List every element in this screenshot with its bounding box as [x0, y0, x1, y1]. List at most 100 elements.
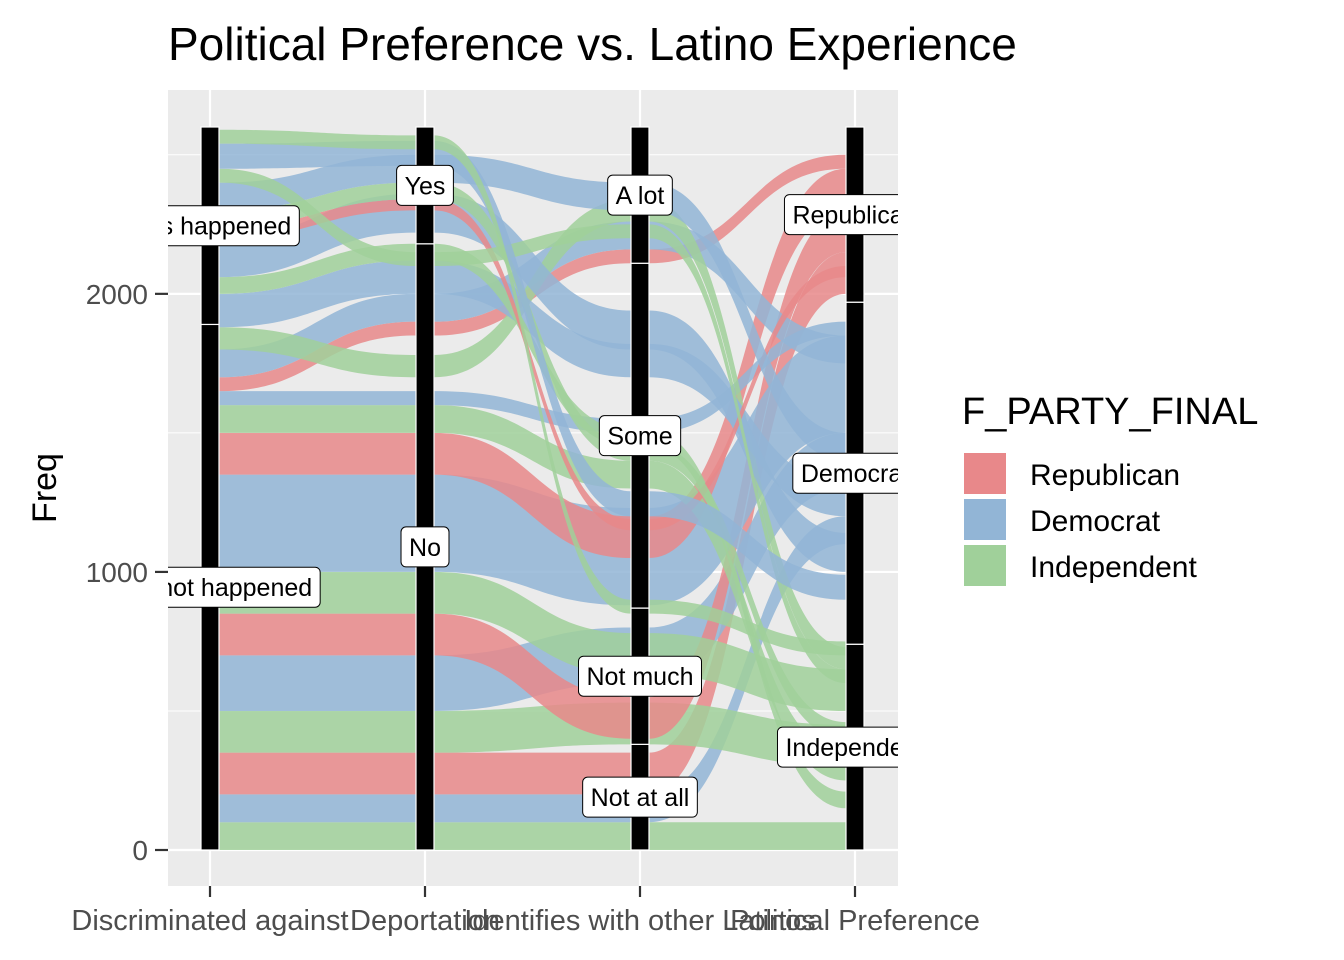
alluvium-segment	[649, 266, 846, 531]
stratum-label-box	[400, 526, 450, 568]
alluvium-segment	[434, 474, 631, 606]
stratum-label: Some	[598, 415, 682, 457]
alluvium-segment	[219, 822, 416, 850]
legend-label: Democrat	[1030, 505, 1161, 538]
alluvium-segment	[219, 794, 416, 823]
legend: F_PARTY_FINAL Republican Democrat Independ…	[962, 391, 1258, 586]
alluvium-segment	[219, 613, 416, 656]
alluvium-segment	[219, 710, 416, 753]
alluvium-segment	[434, 752, 631, 795]
alluvium-segment	[219, 432, 416, 475]
stratum-label: Has happened	[129, 205, 300, 247]
alluvium-segment	[649, 491, 846, 600]
stratum-label: Independent	[776, 726, 924, 768]
alluvium-segment	[434, 135, 631, 614]
x-tick-label: Discriminated against	[71, 905, 348, 937]
y-axis-label: Freq	[26, 453, 64, 523]
stratum-label-text: Independent	[785, 734, 924, 762]
alluvium-segment	[219, 405, 416, 433]
stratum-label-text: Republican	[792, 202, 917, 230]
stratum-label: Not much	[578, 655, 702, 697]
stratum-label-box	[607, 174, 673, 216]
stratum-label-text: Has happened	[129, 213, 292, 241]
alluvium-segment	[219, 752, 416, 795]
alluvium-segment	[434, 140, 631, 517]
legend-label: Republican	[1030, 459, 1180, 492]
stratum-label-text: Yes	[405, 172, 446, 200]
alluvium-segment	[219, 293, 416, 378]
alluvium-segment	[219, 260, 416, 328]
alluvium-segment	[434, 224, 631, 267]
x-tick-label: Identifies with other Latinos	[464, 905, 815, 937]
stratum-label-box	[168, 205, 300, 247]
alluvium-segment	[219, 391, 416, 406]
alluvium-segment	[649, 310, 846, 572]
stratum-label-text: Has not happened	[108, 574, 312, 602]
alluvium-segment	[649, 154, 846, 264]
alluvium-segment	[649, 430, 846, 809]
stratum-label-box	[396, 164, 454, 206]
y-tick-label: 0	[132, 835, 148, 866]
alluvium-segment	[649, 182, 846, 461]
stratum-label-box	[598, 415, 682, 457]
stratum-label-group: Has not happened Has happened No Yes Not at …	[108, 164, 924, 818]
alluvia	[219, 129, 846, 850]
alluvium-segment	[434, 794, 631, 823]
alluvium-segment	[434, 199, 631, 531]
legend-title: F_PARTY_FINAL	[962, 391, 1258, 433]
stratum-label-box	[582, 776, 698, 818]
alluvium-segment	[434, 243, 631, 447]
x-tick-label: Deportation	[350, 905, 500, 937]
chart-title: Political Preference vs. Latino Experien…	[168, 18, 1017, 70]
stratum-label: Has not happened	[108, 566, 321, 608]
alluvium-segment	[219, 129, 416, 150]
legend-label: Independent	[1030, 551, 1197, 584]
alluvium-segment	[434, 822, 631, 850]
stratum-label-box	[578, 655, 702, 697]
alluvium-segment	[649, 252, 846, 795]
stratum-label: Yes	[396, 164, 454, 206]
alluvium-segment	[219, 154, 416, 211]
stratum-label-box	[168, 566, 321, 608]
stratum-label: Democrat	[792, 452, 909, 494]
stratum-label-text: Not much	[587, 663, 694, 691]
alluvium-segment	[219, 474, 416, 572]
stratum-labels: Has not happened Has happened No Yes Not at …	[108, 164, 924, 818]
alluvium-segment	[649, 168, 846, 559]
stratum-label-text: Some	[607, 423, 672, 451]
alluvium-segment	[649, 822, 846, 850]
alluvium-segment	[434, 154, 631, 211]
legend-key	[964, 453, 1006, 494]
stratum-label: A lot	[607, 174, 673, 216]
stratum-label-text: No	[409, 534, 441, 562]
alluvium-segment	[434, 571, 631, 675]
stratum-label-box	[792, 452, 898, 494]
alluvium-segment	[649, 444, 846, 739]
alluvium-segment	[649, 599, 846, 656]
legend-key	[964, 545, 1006, 586]
stratum-label-box	[783, 194, 898, 236]
stratum-label-text: A lot	[616, 182, 665, 210]
alluvium-segment	[434, 193, 631, 350]
y-tick-label: 2000	[86, 279, 148, 310]
alluvium-segment	[434, 432, 631, 559]
stratum-label-text: Not at all	[591, 784, 690, 812]
alluvium-segment	[649, 321, 846, 433]
stratum-label-box	[776, 726, 898, 768]
y-tick-label: 1000	[86, 557, 148, 588]
stratum-label: Republican	[783, 194, 917, 236]
alluvium-segment	[219, 193, 416, 278]
stratum-label: No	[400, 526, 450, 568]
alluvium-segment	[649, 335, 846, 606]
legend-key	[964, 499, 1006, 540]
alluvium-segment	[434, 613, 631, 739]
x-tick-label: Political Preference	[730, 905, 980, 937]
alluvium-segment	[649, 224, 846, 684]
alluvium-segment	[219, 327, 416, 378]
stratum-label-text: Democrat	[801, 460, 909, 488]
alluvium-segment	[219, 655, 416, 711]
alluvium-segment	[219, 168, 416, 267]
alluvium-segment	[649, 633, 846, 711]
axes: 0 1000 2000 Discriminated against Deportatio…	[71, 279, 980, 937]
